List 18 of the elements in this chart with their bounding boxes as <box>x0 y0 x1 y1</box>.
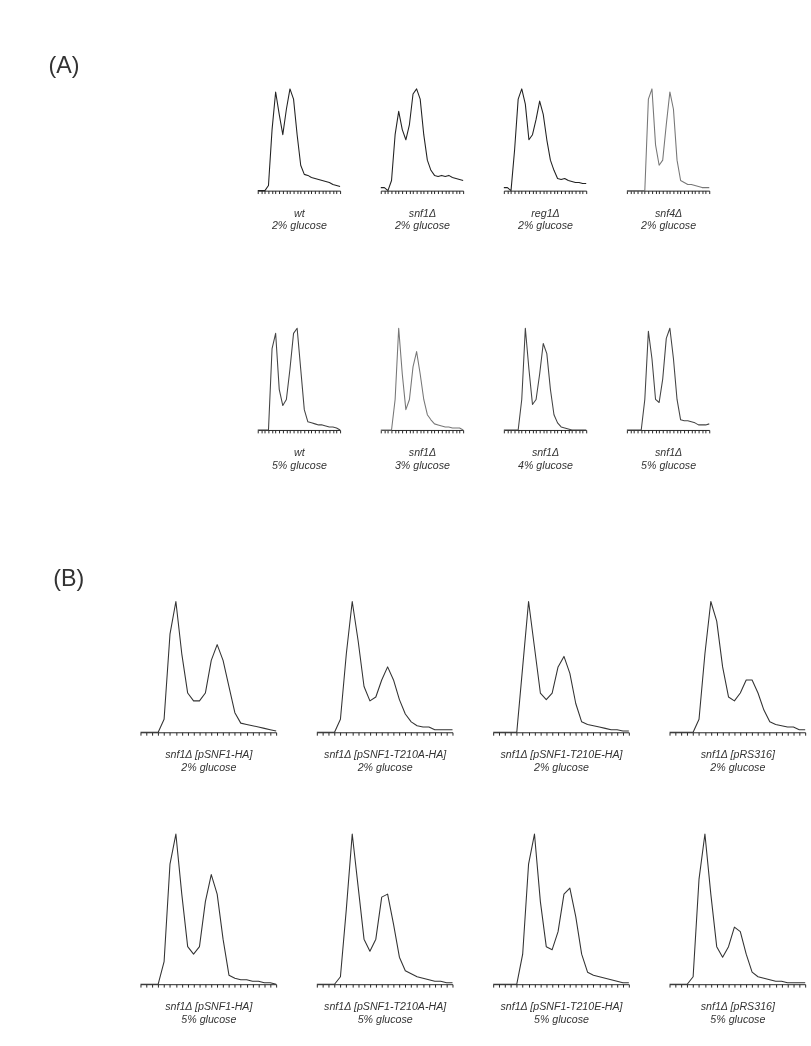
x-axis-title: snf1Δ 3% glucose <box>394 446 451 471</box>
x-axis-title: snf1Δ 2% glucose <box>393 206 451 232</box>
x-axis-title: snf1Δ [pSNF1-HA] 2% glucose <box>165 748 254 774</box>
x-axis-title: snf1Δ 5% glucose <box>641 446 697 471</box>
x-axis-title: reg1Δ 2% glucose <box>517 206 574 232</box>
text: (B) <box>53 564 85 591</box>
x-axis-title: snf1Δ [pSNF1-T210E-HA] 2% glucose <box>500 748 624 774</box>
x-axis-title: snf1Δ [pSNF1-T210E-HA] 5% glucose <box>500 1000 624 1025</box>
text: (A) <box>48 52 80 79</box>
x-axis-title: wt 2% glucose <box>270 206 327 232</box>
x-axis-title: snf1Δ [pRS316] 2% glucose <box>700 748 776 774</box>
x-axis-title: snf1Δ [pSNF1-T210A-HA] 5% glucose <box>324 1000 448 1025</box>
x-axis-title: snf1Δ [pSNF1-HA] 5% glucose <box>165 1000 254 1025</box>
x-axis-title: snf1Δ 4% glucose <box>518 446 574 471</box>
x-axis-title: snf1Δ [pSNF1-T210A-HA] 2% glucose <box>324 748 448 774</box>
x-axis-title: snf4Δ 2% glucose <box>640 206 697 232</box>
x-axis-title: snf1Δ [pRS316] 5% glucose <box>700 1000 776 1025</box>
x-axis-title: wt 5% glucose <box>271 446 327 471</box>
